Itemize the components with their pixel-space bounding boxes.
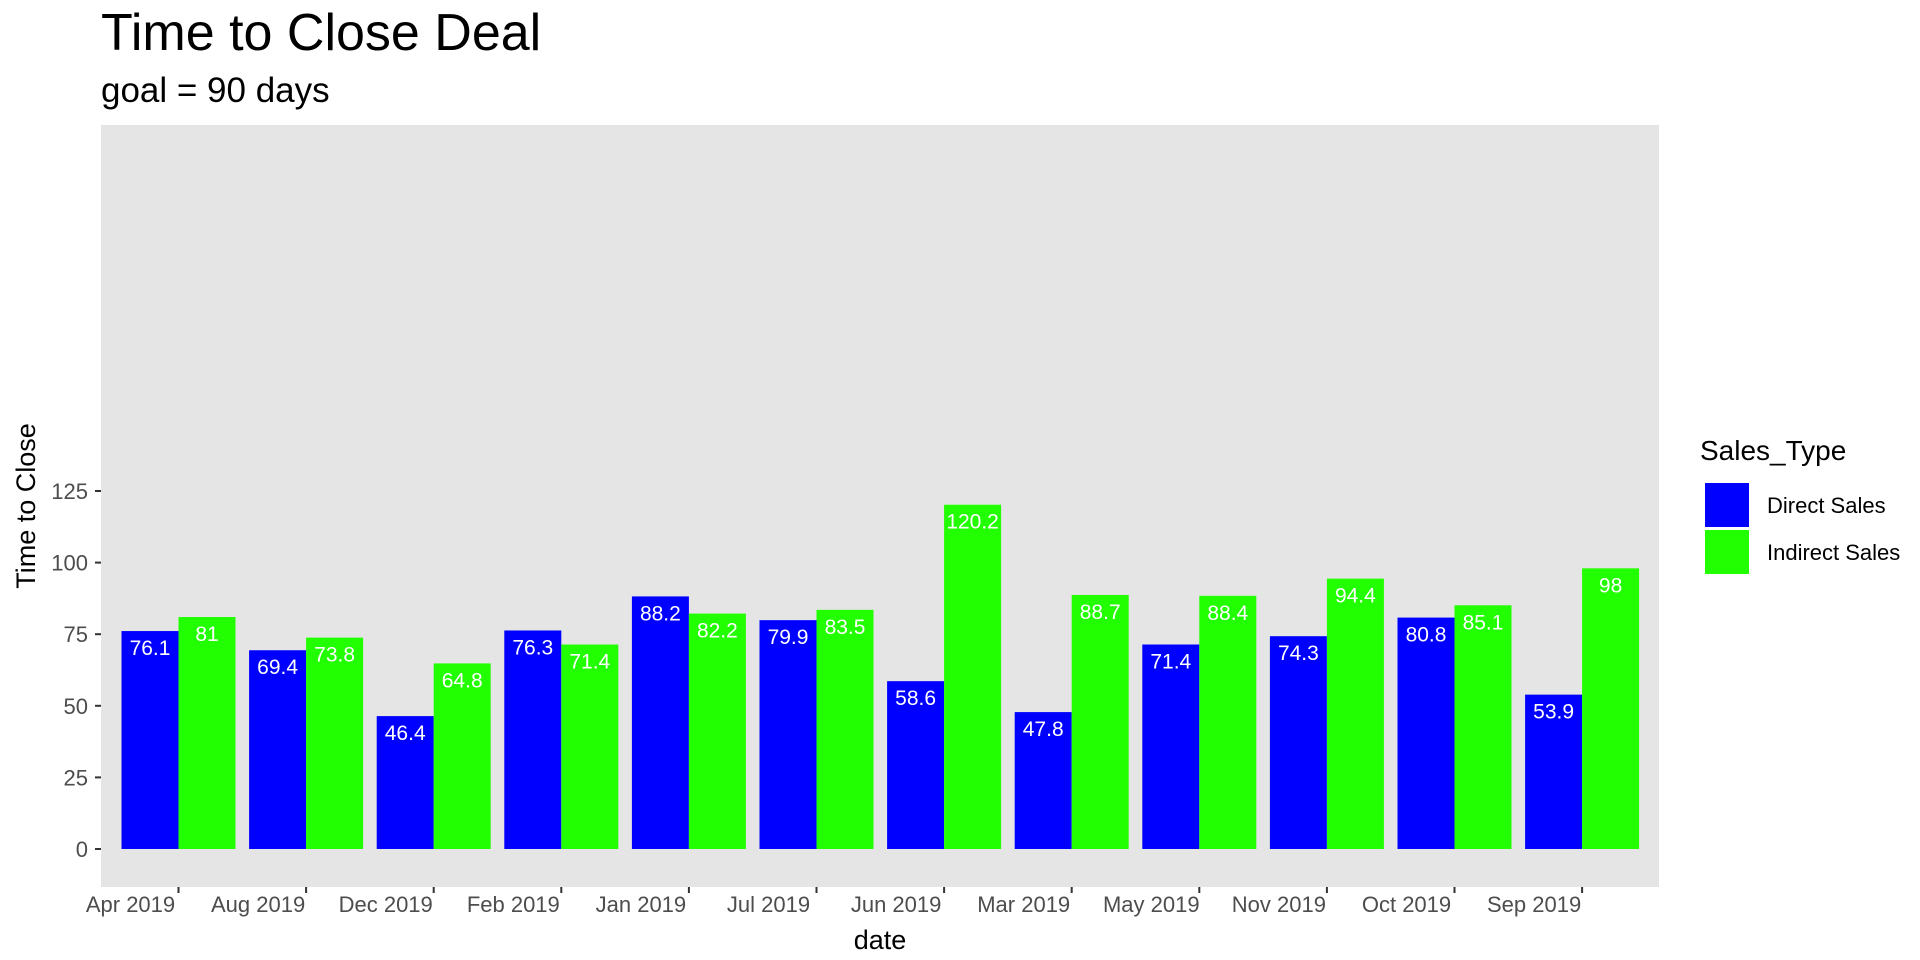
bar-direct	[759, 620, 817, 849]
x-tick-label: Jan 2019	[596, 892, 687, 917]
y-tick-label: 125	[51, 479, 88, 504]
bar-direct	[504, 630, 562, 849]
bar-direct	[249, 650, 307, 849]
x-tick-label: May 2019	[1103, 892, 1200, 917]
legend-key-direct	[1703, 481, 1751, 529]
bar-direct	[1525, 694, 1583, 849]
bar-direct	[631, 596, 689, 849]
bar-direct	[1269, 636, 1327, 849]
bar-direct	[376, 716, 434, 849]
bar-direct	[1014, 712, 1072, 849]
x-tick-label: Sep 2019	[1487, 892, 1581, 917]
y-tick-label: 75	[64, 622, 88, 647]
legend: Sales_Type Direct Sales Indirect Sales	[1700, 435, 1900, 576]
bar-direct	[887, 681, 945, 849]
legend-label: Direct Sales	[1767, 493, 1886, 518]
bar-indirect	[306, 637, 364, 849]
legend-label: Indirect Sales	[1767, 540, 1900, 565]
bar-value-label: 64.8	[442, 669, 483, 692]
bar-indirect	[1071, 594, 1129, 849]
bar-indirect	[944, 504, 1002, 849]
bar-value-label: 74.3	[1278, 642, 1319, 665]
y-tick-label: 50	[64, 694, 88, 719]
x-tick-label: Aug 2019	[211, 892, 305, 917]
bar-indirect	[816, 609, 874, 849]
bars-layer: 76.1 81 69.4 73.8 46.4 64.8 76.3 71.4 88.2 82.2 79…	[121, 504, 1640, 849]
bar-value-label: 120.2	[946, 511, 999, 534]
x-tick-label: Dec 2019	[339, 892, 433, 917]
bar-value-label: 82.2	[697, 620, 738, 643]
bar-value-label: 83.5	[825, 616, 866, 639]
bar-value-label: 80.8	[1406, 624, 1447, 647]
chart-title: Time to Close Deal	[101, 4, 541, 62]
x-tick-label: Oct 2019	[1362, 892, 1451, 917]
x-tick-label: Jun 2019	[851, 892, 942, 917]
bar-value-label: 79.9	[768, 626, 809, 649]
bar-value-label: 81	[195, 623, 218, 646]
bar-direct	[1142, 644, 1200, 849]
bar-indirect	[561, 644, 619, 849]
y-axis-title: Time to Close	[11, 423, 41, 589]
x-tick-label: Mar 2019	[977, 892, 1070, 917]
bar-indirect	[1326, 578, 1384, 849]
x-tick-label: Nov 2019	[1232, 892, 1326, 917]
bar-value-label: 94.4	[1335, 585, 1376, 608]
bar-value-label: 88.2	[640, 602, 681, 625]
bar-indirect	[1454, 605, 1512, 849]
x-tick-label: Feb 2019	[467, 892, 560, 917]
bar-value-label: 85.1	[1463, 611, 1504, 634]
bar-value-label: 69.4	[257, 656, 298, 679]
bar-indirect	[1199, 595, 1257, 849]
y-axis: 0 25 50 75 100 125	[51, 479, 101, 862]
bar-indirect	[178, 617, 236, 849]
legend-title: Sales_Type	[1700, 435, 1846, 466]
bar-value-label: 46.4	[385, 722, 426, 745]
bar-direct	[1397, 617, 1455, 849]
bar-direct	[121, 631, 179, 849]
legend-key-indirect	[1703, 528, 1751, 576]
bar-value-label: 88.7	[1080, 601, 1121, 624]
y-tick-label: 25	[64, 765, 88, 790]
bar-value-label: 71.4	[569, 651, 610, 674]
bar-indirect	[1582, 568, 1640, 849]
bar-value-label: 71.4	[1150, 651, 1191, 674]
bar-value-label: 76.1	[130, 637, 171, 660]
bar-value-label: 76.3	[512, 636, 553, 659]
bar-value-label: 98	[1599, 574, 1622, 597]
x-tick-label: Jul 2019	[727, 892, 810, 917]
x-axis-title: date	[854, 925, 907, 955]
y-tick-label: 0	[76, 837, 88, 862]
bar-value-label: 47.8	[1023, 718, 1064, 741]
bar-value-label: 53.9	[1533, 701, 1574, 724]
chart-subtitle: goal = 90 days	[101, 71, 330, 110]
bar-value-label: 73.8	[314, 644, 355, 667]
bar-indirect	[688, 613, 746, 849]
y-tick-label: 100	[51, 551, 88, 576]
bar-indirect	[433, 663, 491, 849]
x-axis: Apr 2019 Aug 2019 Dec 2019 Feb 2019 Jan 2019…	[86, 887, 1584, 917]
bar-value-label: 58.6	[895, 687, 936, 710]
bar-value-label: 88.4	[1207, 602, 1248, 625]
x-tick-label: Apr 2019	[86, 892, 175, 917]
